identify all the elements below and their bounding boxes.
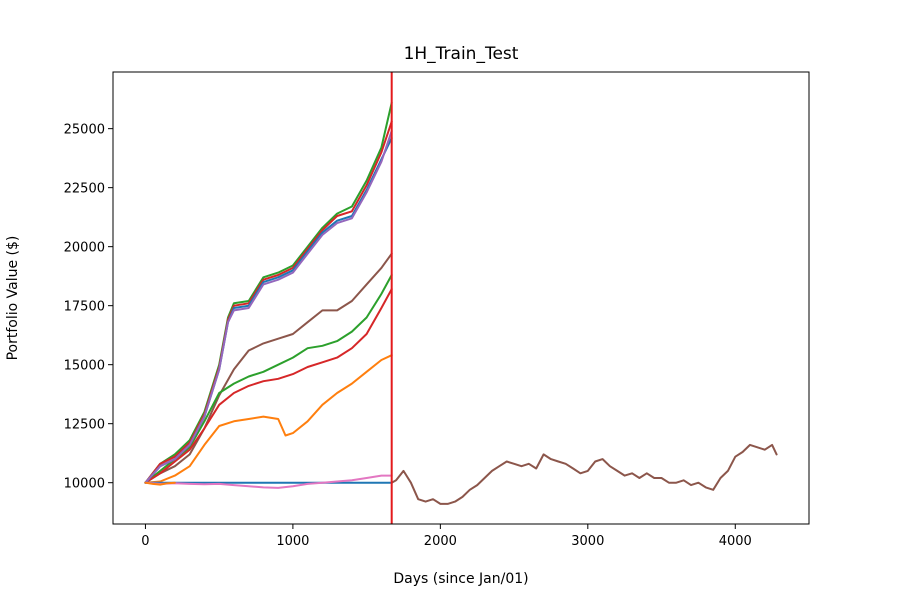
x-axis-label: Days (since Jan/01) [393, 571, 528, 587]
axes: 0 1000 2000 3000 4000 10000 12500 15000 17500 200… [64, 123, 752, 549]
series-line-8 [144, 130, 393, 484]
series-line-6 [144, 120, 393, 484]
series-line-2 [144, 274, 393, 484]
x-tick-label: 4000 [719, 534, 752, 549]
y-tick-label: 10000 [64, 477, 105, 492]
y-tick-label: 25000 [64, 123, 105, 138]
y-tick-label: 15000 [64, 359, 105, 374]
y-axis-label: Portfolio Value ($) [5, 236, 21, 361]
plot-frame [112, 71, 810, 525]
series-line-3 [144, 288, 393, 484]
series-line-4 [144, 354, 393, 484]
y-tick-label: 17500 [64, 300, 105, 315]
series-line-1 [144, 252, 393, 484]
series-line-10 [144, 474, 393, 489]
y-tick-label: 20000 [64, 241, 105, 256]
x-tick-label: 1000 [276, 534, 309, 549]
y-tick-label: 12500 [64, 418, 105, 433]
x-tick-label: 3000 [571, 534, 604, 549]
series-line-5 [144, 101, 393, 484]
plot-area [144, 72, 778, 524]
series-line-12 [390, 443, 778, 505]
chart-title: 1H_Train_Test [404, 44, 519, 64]
x-tick-label: 2000 [424, 534, 457, 549]
x-tick-label: 0 [141, 534, 149, 549]
y-tick-label: 22500 [64, 182, 105, 197]
series-line-11 [144, 481, 176, 486]
